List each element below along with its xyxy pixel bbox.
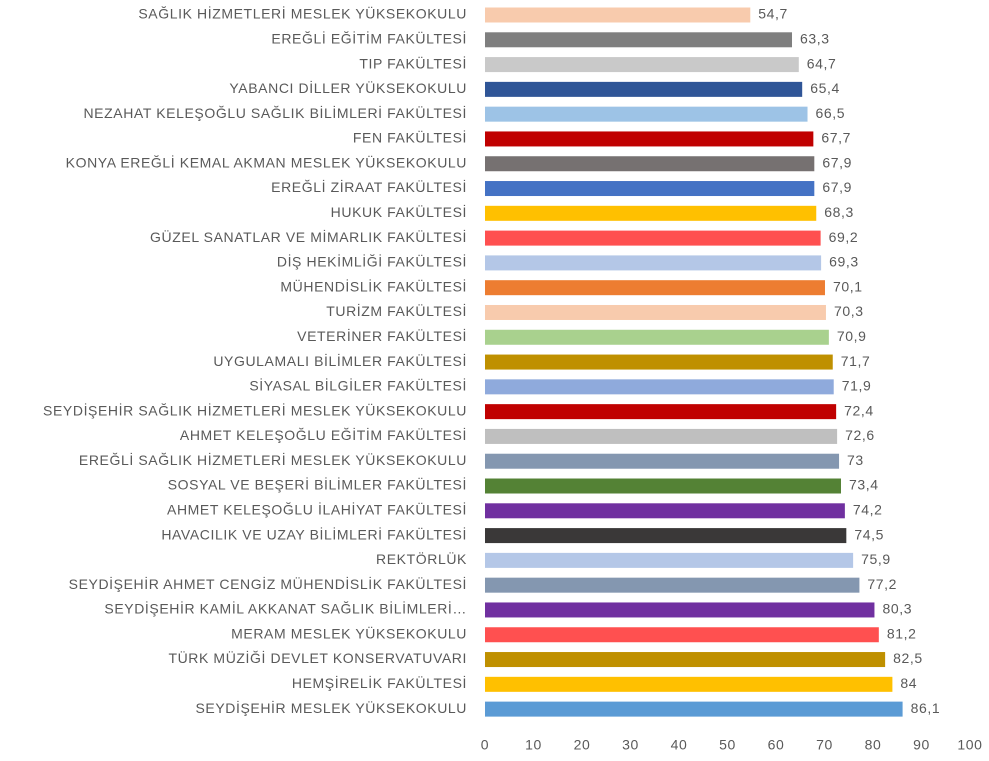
value-label: 54,7 (758, 6, 788, 22)
value-label: 82,5 (893, 650, 923, 666)
bar (485, 156, 815, 172)
y-tick-label: AHMET KELEŞOĞLU İLAHİYAT FAKÜLTESİ (167, 501, 467, 518)
value-label: 74,5 (854, 526, 884, 542)
y-tick-label: FEN FAKÜLTESİ (353, 129, 467, 146)
bar (485, 701, 903, 717)
value-label: 75,9 (861, 551, 891, 567)
y-tick-label: GÜZEL SANATLAR VE MİMARLIK FAKÜLTESİ (150, 228, 467, 245)
bar (485, 602, 875, 618)
y-tick-label: SAĞLIK HİZMETLERİ MESLEK YÜKSEKOKULU (138, 5, 467, 22)
value-label: 63,3 (800, 30, 830, 46)
value-label: 70,1 (833, 278, 863, 294)
bar (485, 379, 834, 395)
y-tick-label: TÜRK MÜZİĞİ DEVLET KONSERVATUVARI (168, 649, 467, 666)
value-label: 84 (900, 675, 917, 691)
bar (485, 652, 886, 668)
value-label: 66,5 (816, 105, 846, 121)
value-label: 86,1 (911, 700, 941, 716)
bar (485, 503, 845, 519)
bar (485, 354, 833, 370)
value-label: 71,7 (841, 353, 871, 369)
bar (485, 280, 825, 296)
bar (485, 106, 808, 122)
bar (485, 205, 817, 221)
y-tick-label: SEYDİŞEHİR SAĞLIK HİZMETLERİ MESLEK YÜKS… (43, 401, 467, 418)
y-tick-label: UYGULAMALI BİLİMLER FAKÜLTESİ (213, 352, 467, 369)
value-label: 77,2 (867, 576, 897, 592)
x-tick-label: 60 (768, 737, 785, 753)
x-tick-label: 30 (622, 737, 639, 753)
value-label: 65,4 (810, 80, 840, 96)
y-tick-label: YABANCI DİLLER YÜKSEKOKULU (229, 79, 467, 96)
y-tick-label: HAVACILIK VE UZAY BİLİMLERİ FAKÜLTESİ (161, 525, 467, 542)
x-tick-label: 100 (957, 737, 982, 753)
y-tick-label: DİŞ HEKİMLİĞİ FAKÜLTESİ (277, 253, 467, 270)
y-tick-label: SİYASAL BİLGİLER FAKÜLTESİ (249, 377, 467, 394)
bar (485, 627, 879, 643)
bar (485, 230, 821, 246)
y-tick-label: SEYDİŞEHİR AHMET CENGİZ MÜHENDİSLİK FAKÜ… (69, 575, 467, 592)
value-label: 64,7 (807, 55, 837, 71)
value-label: 73,4 (849, 477, 879, 493)
bar (485, 329, 829, 345)
bar (485, 57, 799, 73)
bar (485, 552, 854, 568)
y-tick-label: NEZAHAT KELEŞOĞLU SAĞLIK BİLİMLERİ FAKÜL… (83, 104, 467, 121)
bar (485, 577, 860, 593)
y-tick-label: EREĞLİ SAĞLIK HİZMETLERİ MESLEK YÜKSEKOK… (79, 451, 467, 468)
bar (485, 453, 840, 469)
value-label: 70,9 (837, 328, 867, 344)
bar (485, 131, 814, 147)
bar (485, 32, 793, 48)
bar (485, 81, 803, 97)
bar (485, 304, 826, 320)
y-tick-label: TURİZM FAKÜLTESİ (326, 302, 467, 319)
y-tick-label: SEYDİŞEHİR MESLEK YÜKSEKOKULU (195, 699, 467, 716)
bar (485, 7, 751, 23)
x-tick-label: 90 (913, 737, 930, 753)
value-label: 72,4 (844, 402, 874, 418)
value-label: 68,3 (824, 204, 854, 220)
value-label: 73 (847, 452, 864, 468)
value-label: 81,2 (887, 625, 917, 641)
x-tick-label: 80 (865, 737, 882, 753)
bar (485, 478, 841, 494)
x-tick-label: 0 (481, 737, 489, 753)
bar (485, 428, 838, 444)
y-tick-label: AHMET KELEŞOĞLU EĞİTİM FAKÜLTESİ (180, 426, 467, 443)
y-tick-label: HEMŞİRELİK FAKÜLTESİ (292, 674, 467, 691)
x-tick-label: 20 (574, 737, 591, 753)
x-tick-label: 50 (719, 737, 736, 753)
y-tick-label: VETERİNER FAKÜLTESİ (297, 327, 467, 344)
y-tick-label: HUKUK FAKÜLTESİ (331, 203, 467, 220)
y-tick-label: MERAM MESLEK YÜKSEKOKULU (231, 624, 467, 641)
value-label: 69,3 (829, 254, 859, 270)
value-label: 69,2 (829, 229, 859, 245)
y-tick-label: KONYA EREĞLİ KEMAL AKMAN MESLEK YÜKSEKOK… (66, 153, 467, 170)
y-tick-label: EREĞLİ EĞİTİM FAKÜLTESİ (271, 29, 467, 46)
value-label: 80,3 (882, 601, 912, 617)
bar (485, 528, 847, 544)
bar (485, 255, 822, 271)
value-label: 67,9 (822, 154, 852, 170)
value-label: 70,3 (834, 303, 864, 319)
y-tick-label: REKTÖRLÜK (376, 550, 467, 567)
x-tick-label: 10 (525, 737, 542, 753)
y-tick-label: SEYDİŞEHİR KAMİL AKKANAT SAĞLIK BİLİMLER… (104, 600, 467, 617)
y-tick-label: TIP FAKÜLTESİ (359, 54, 467, 71)
y-tick-label: SOSYAL VE BEŞERİ BİLİMLER FAKÜLTESİ (168, 476, 467, 493)
bar (485, 404, 837, 420)
value-label: 67,9 (822, 179, 852, 195)
y-tick-label: MÜHENDİSLİK FAKÜLTESİ (280, 277, 467, 294)
bar (485, 676, 893, 692)
value-label: 67,7 (821, 130, 851, 146)
bar (485, 181, 815, 197)
value-label: 71,9 (842, 378, 872, 394)
value-label: 74,2 (853, 502, 883, 518)
x-tick-label: 40 (671, 737, 688, 753)
value-label: 72,6 (845, 427, 875, 443)
y-tick-label: EREĞLİ ZİRAAT FAKÜLTESİ (271, 178, 467, 195)
x-tick-label: 70 (816, 737, 833, 753)
